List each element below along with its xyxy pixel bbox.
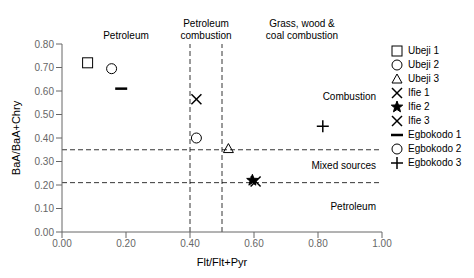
svg-text:0.40: 0.40 — [180, 238, 200, 249]
html-text:Egbokodo 2: Egbokodo 2 — [408, 143, 462, 154]
svg-text:0.80: 0.80 — [35, 39, 55, 50]
svg-text:0.00: 0.00 — [52, 238, 72, 249]
svg-text:0.30: 0.30 — [35, 156, 55, 167]
svg-text:1.00: 1.00 — [372, 238, 392, 249]
svg-text:Petroleum: Petroleum — [103, 30, 149, 41]
svg-text:0.10: 0.10 — [35, 203, 55, 214]
svg-text:Combustion: Combustion — [323, 91, 376, 102]
svg-text:Grass, wood &coal combustion: Grass, wood &coal combustion — [266, 18, 338, 41]
html-text:Ubeji 1: Ubeji 1 — [408, 45, 440, 56]
svg-text:Petroleum: Petroleum — [330, 201, 376, 212]
svg-text:0.60: 0.60 — [35, 86, 55, 97]
svg-text:0.40: 0.40 — [35, 133, 55, 144]
svg-text:Mixed sources: Mixed sources — [312, 160, 376, 171]
html-text:Ubeji 3: Ubeji 3 — [408, 73, 440, 84]
svg-text:0.80: 0.80 — [308, 238, 328, 249]
svg-text:Petroleumcombustion: Petroleumcombustion — [180, 18, 231, 41]
html-text:Ubeji 2: Ubeji 2 — [408, 59, 440, 70]
html-text:Egbokodo 1: Egbokodo 1 — [408, 129, 462, 140]
svg-text:0.50: 0.50 — [35, 109, 55, 120]
html-text:Ifie 3: Ifie 3 — [408, 115, 430, 126]
html-text:Egbokodo 3: Egbokodo 3 — [408, 157, 462, 168]
html-text:Ifie 2: Ifie 2 — [408, 101, 430, 112]
svg-text:0.20: 0.20 — [116, 238, 136, 249]
svg-text:BaA/BaA+Chry: BaA/BaA+Chry — [10, 100, 22, 175]
svg-text:0.20: 0.20 — [35, 180, 55, 191]
svg-text:Flt/Flt+Pyr: Flt/Flt+Pyr — [197, 256, 248, 268]
svg-text:0.60: 0.60 — [244, 238, 264, 249]
svg-text:0.00: 0.00 — [35, 227, 55, 238]
html-text:Ifie 1: Ifie 1 — [408, 87, 430, 98]
svg-text:0.70: 0.70 — [35, 62, 55, 73]
